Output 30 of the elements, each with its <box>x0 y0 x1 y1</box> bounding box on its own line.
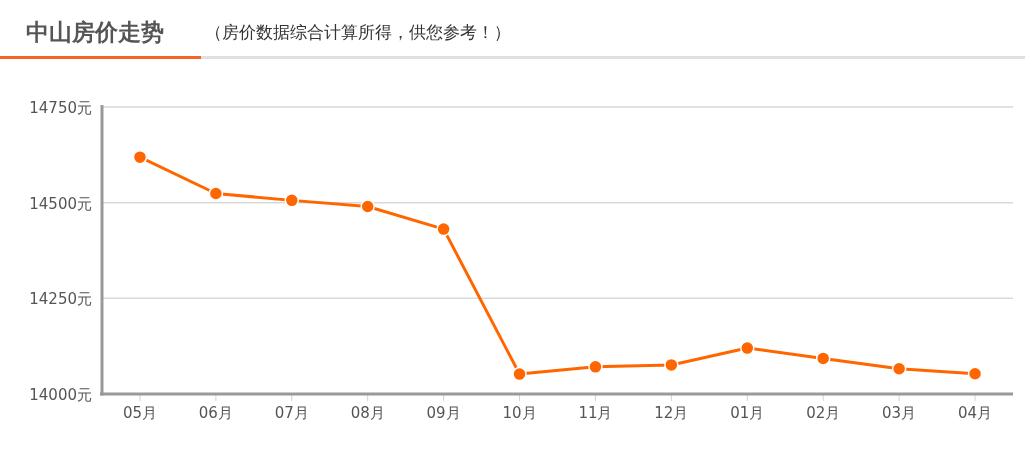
x-tick-label: 07月 <box>274 404 309 422</box>
point <box>967 366 983 381</box>
x-tick-label: 12月 <box>654 404 689 422</box>
x-tick-label: 04月 <box>957 404 993 422</box>
x-tick-label: 06月 <box>198 404 233 422</box>
point <box>360 199 375 214</box>
point <box>891 361 907 376</box>
y-tick-label: 14750元 <box>29 99 92 117</box>
x-tick-label: 11月 <box>578 404 613 422</box>
x-tick-label: 05月 <box>122 404 158 422</box>
point <box>664 357 679 373</box>
y-tick-label: 14500元 <box>29 194 92 213</box>
point <box>588 359 603 375</box>
x-tick-label: 10月 <box>502 404 537 422</box>
point <box>436 221 451 237</box>
point <box>512 366 527 382</box>
x-tick-label: 08月 <box>350 404 385 422</box>
x-tick-label: 09月 <box>426 404 461 422</box>
y-tick-label: 14250元 <box>29 290 92 309</box>
x-tick-label: 03月 <box>882 404 917 422</box>
x-tick-label: 01月 <box>730 404 765 422</box>
x-tick-label: 02月 <box>806 404 841 422</box>
y-tick-label: 14000元 <box>29 386 92 404</box>
point <box>284 193 300 208</box>
chart-title: 中山房价走势 <box>26 19 164 45</box>
point <box>208 186 224 201</box>
point <box>815 351 831 366</box>
point <box>132 149 148 165</box>
chart-subtitle: （房价数据综合计算所得，供您参考！） <box>205 22 511 42</box>
point <box>740 340 755 356</box>
